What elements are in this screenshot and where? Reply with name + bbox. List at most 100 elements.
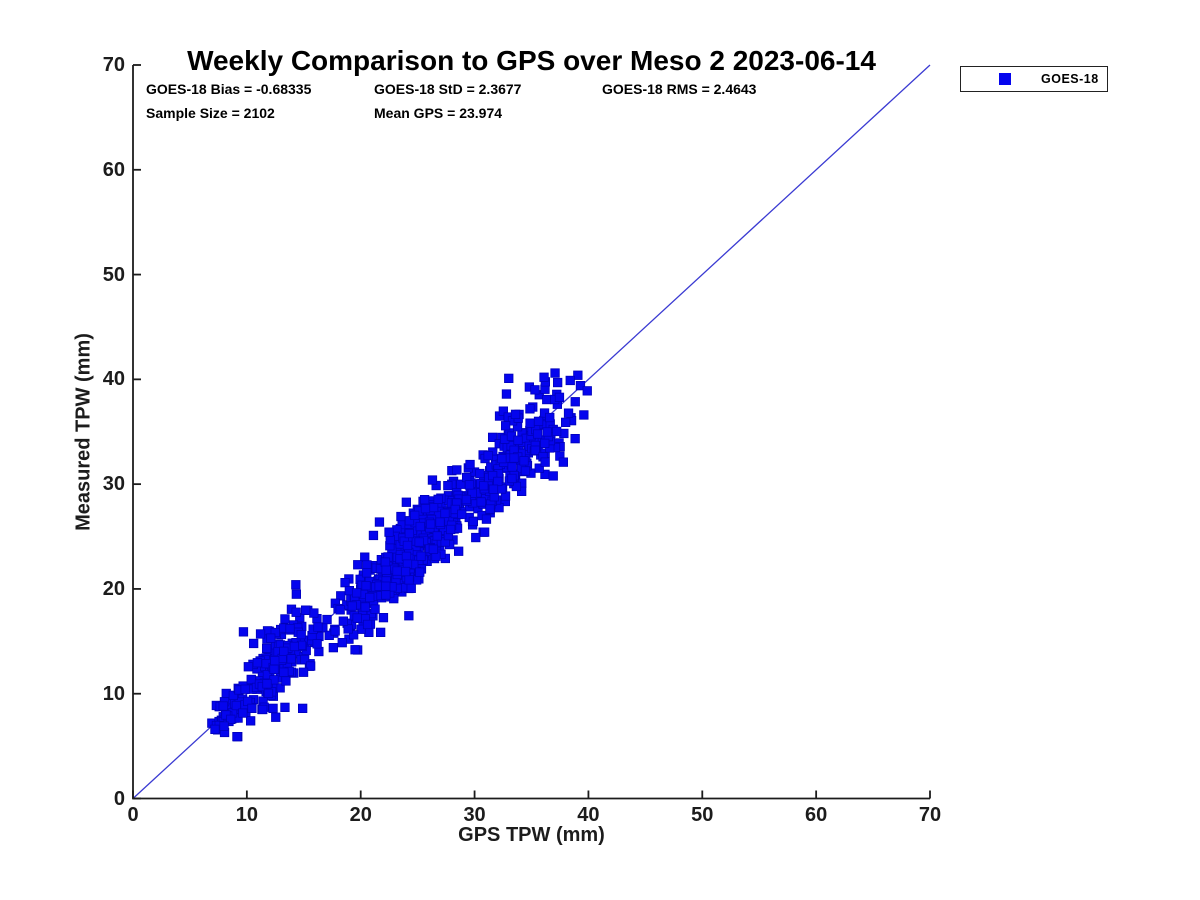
scatter-point <box>471 532 481 543</box>
scatter-point <box>453 546 464 556</box>
scatter-point <box>404 575 414 585</box>
scatter-point <box>404 611 414 621</box>
scatter-point <box>465 459 475 470</box>
stat-mean-gps: Mean GPS = 23.974 <box>374 105 503 121</box>
scatter-point <box>565 375 575 386</box>
scatter-point <box>545 412 555 423</box>
scatter-point <box>520 466 531 476</box>
scatter-point <box>297 703 308 713</box>
scatter-point <box>258 704 268 715</box>
scatter-point <box>261 643 272 653</box>
scatter-point <box>298 667 309 677</box>
scatter-point <box>375 627 386 637</box>
scatter-point <box>416 551 426 561</box>
scatter-point <box>400 566 411 577</box>
scatter-point <box>356 624 366 634</box>
scatter-point <box>479 481 489 491</box>
scatter-point <box>479 527 490 537</box>
scatter-point <box>248 638 259 649</box>
scatter-point <box>336 591 346 601</box>
scatter-point <box>335 605 345 615</box>
scatter-point <box>362 619 373 630</box>
stat-std: GOES-18 StD = 2.3677 <box>374 81 522 97</box>
scatter-point <box>280 614 290 624</box>
scatter-point <box>504 373 514 384</box>
scatter-point <box>378 613 389 623</box>
scatter-point <box>337 638 347 648</box>
scatter-point <box>481 514 492 524</box>
scatter-point <box>485 504 495 514</box>
scatter-point <box>563 408 574 418</box>
scatter-point <box>338 616 349 626</box>
scatter-point <box>352 613 362 623</box>
y-tick-label: 60 <box>102 158 125 181</box>
scatter-point <box>534 463 544 473</box>
scatter-point <box>396 511 406 522</box>
scatter-point <box>552 426 562 437</box>
legend: GOES-18 <box>960 66 1108 92</box>
scatter-point <box>252 658 263 668</box>
x-tick-label: 60 <box>805 804 828 826</box>
scatter-point <box>475 468 485 479</box>
scatter-point <box>286 654 296 664</box>
scatter-point <box>428 544 439 554</box>
scatter-point <box>483 450 493 461</box>
scatter-point <box>279 667 289 677</box>
scatter-point <box>289 641 300 652</box>
scatter-point <box>497 453 507 464</box>
scatter-point <box>370 604 380 614</box>
scatter-point <box>245 716 256 726</box>
stat-rms: GOES-18 RMS = 2.4643 <box>602 81 757 97</box>
scatter-point <box>246 674 256 685</box>
scatter-point <box>500 421 511 431</box>
scatter-point <box>340 578 350 588</box>
scatter-point <box>285 624 295 634</box>
scatter-point <box>415 521 425 532</box>
scatter-point <box>347 601 357 611</box>
scatter-point <box>299 654 310 665</box>
scatter-point <box>476 497 486 507</box>
scatter-point <box>525 418 535 428</box>
scatter-point <box>255 629 266 639</box>
scatter-point <box>291 607 301 617</box>
scatter-point <box>533 429 543 439</box>
scatter-point <box>539 372 549 382</box>
x-tick-label: 50 <box>691 804 714 826</box>
scatter-point <box>570 397 580 407</box>
scatter-point <box>410 510 420 521</box>
scatter-point <box>464 480 475 490</box>
scatter-point <box>519 456 529 466</box>
x-axis-label: GPS TPW (mm) <box>458 824 605 846</box>
x-tick-label: 10 <box>235 804 258 826</box>
scatter-point <box>281 676 291 686</box>
scatter-point <box>525 404 535 414</box>
scatter-point <box>362 560 372 570</box>
scatter-point <box>218 701 228 711</box>
scatter-point <box>262 679 272 689</box>
scatter-point <box>269 664 279 674</box>
scatter-point <box>312 639 322 649</box>
scatter-point <box>420 503 431 514</box>
scatter-point <box>381 590 391 600</box>
scatter-point <box>314 646 324 657</box>
scatter-point <box>414 537 424 547</box>
scatter-point <box>432 531 442 541</box>
scatter-point <box>353 560 363 570</box>
legend-series-label: GOES-18 <box>1041 72 1099 86</box>
scatter-point <box>361 581 371 591</box>
scatter-point <box>330 626 340 636</box>
scatter-point <box>350 645 360 655</box>
scatter-point <box>219 721 229 731</box>
scatter-point <box>582 386 592 396</box>
scatter-point <box>558 457 568 467</box>
scatter-point <box>487 432 498 443</box>
scatter-point <box>404 516 415 526</box>
scatter-point <box>279 646 289 656</box>
scatter-point <box>530 445 540 455</box>
x-tick-label: 30 <box>463 804 486 826</box>
y-tick-label: 70 <box>102 54 125 76</box>
scatter-point <box>548 471 558 481</box>
scatter-point <box>365 592 375 603</box>
